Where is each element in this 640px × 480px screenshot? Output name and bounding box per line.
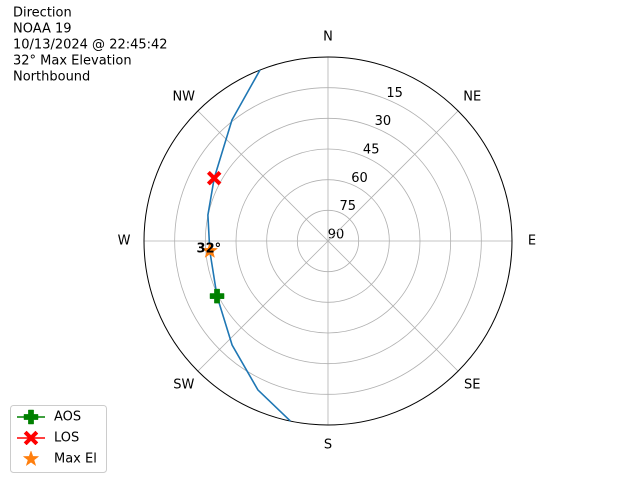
grid-spoke — [327, 110, 459, 242]
theta-tick-label: NE — [463, 89, 481, 104]
r-tick-label: 45 — [363, 143, 380, 158]
r-tick-label: 90 — [328, 228, 345, 243]
r-tick-label: 30 — [375, 114, 392, 129]
grid-spoke — [197, 110, 329, 242]
legend-marker — [23, 430, 39, 446]
title-line: 32° Max Elevation — [13, 54, 132, 69]
legend-label: AOS — [54, 410, 81, 425]
r-tick-label: 60 — [351, 171, 368, 186]
theta-tick-label: S — [324, 438, 332, 453]
grid-spoke — [327, 240, 459, 372]
r-tick-label: 15 — [386, 86, 403, 101]
polar-frame — [143, 56, 513, 426]
legend-marker — [22, 450, 40, 467]
legend-box — [10, 405, 107, 473]
r-tick-label: 75 — [339, 199, 356, 214]
marker — [209, 288, 225, 304]
title-line: Direction — [13, 6, 72, 21]
marker — [206, 170, 222, 186]
title-line: 10/13/2024 @ 22:45:42 — [13, 38, 168, 53]
marker — [201, 242, 219, 259]
legend-label: LOS — [54, 431, 79, 446]
legend-marker — [23, 409, 39, 425]
title-line: NOAA 19 — [13, 22, 72, 37]
theta-tick-label: SW — [173, 378, 194, 393]
theta-tick-label: W — [118, 234, 131, 249]
theta-tick-label: SE — [464, 378, 480, 393]
legend-label: Max El — [54, 452, 97, 467]
theta-tick-label: NW — [172, 89, 195, 104]
title-line: Northbound — [13, 70, 90, 85]
grid-spoke — [197, 240, 329, 372]
theta-tick-label: E — [528, 234, 536, 249]
value-label: 32° — [197, 241, 222, 256]
theta-tick-label: N — [323, 30, 333, 45]
